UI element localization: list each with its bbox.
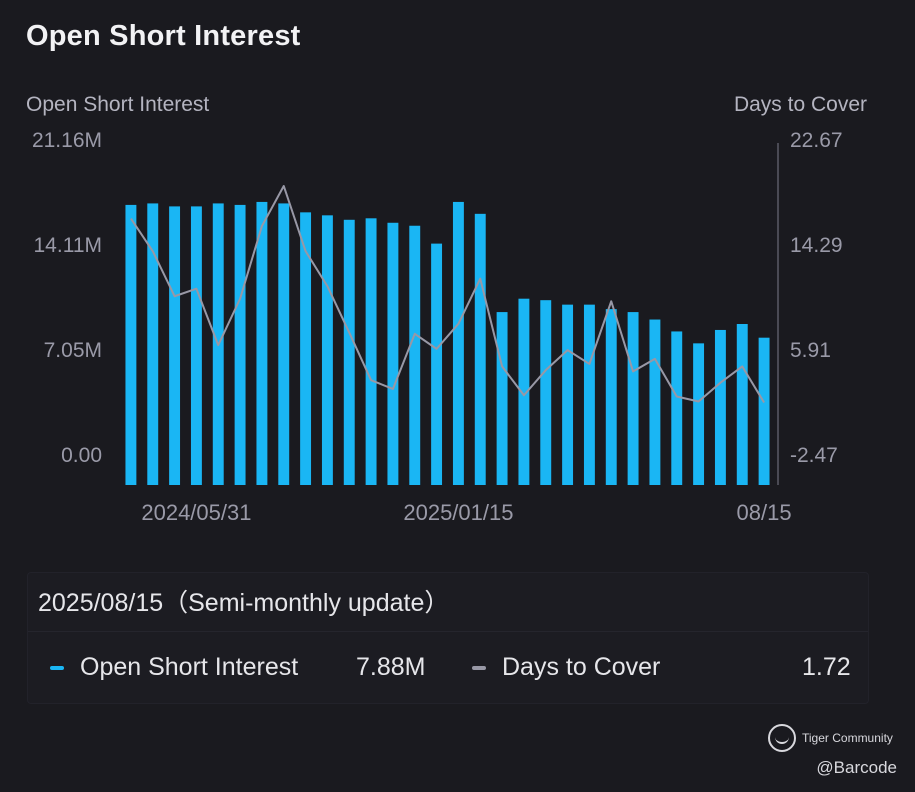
legend-swatch-open-short-interest bbox=[50, 665, 64, 670]
days-to-cover-line bbox=[130, 184, 765, 404]
bar bbox=[190, 206, 202, 485]
bar bbox=[278, 203, 290, 486]
bar bbox=[693, 343, 705, 485]
left-tick-label: 21.16M bbox=[32, 129, 102, 152]
bar bbox=[387, 222, 399, 485]
legend-days-to-cover[interactable]: Days to Cover bbox=[472, 653, 660, 682]
right-tick-label: 22.67 bbox=[790, 129, 843, 152]
bar bbox=[714, 329, 726, 485]
panel-date: 2025/08/15（Semi-monthly update） bbox=[38, 589, 450, 617]
x-tick-label: 08/15 bbox=[737, 500, 792, 525]
bar bbox=[496, 312, 508, 485]
bar bbox=[300, 212, 312, 486]
x-tick-label: 2025/01/15 bbox=[403, 500, 513, 525]
legend-value-days-to-cover: 1.72 bbox=[802, 653, 851, 681]
bar bbox=[256, 201, 268, 485]
bar bbox=[125, 204, 137, 485]
legend-label-days-to-cover: Days to Cover bbox=[502, 653, 661, 681]
bar bbox=[627, 312, 639, 485]
bar bbox=[409, 225, 421, 485]
bar bbox=[583, 304, 595, 485]
bar bbox=[671, 331, 683, 485]
bar bbox=[518, 298, 530, 485]
bar bbox=[649, 319, 661, 485]
bar bbox=[431, 243, 443, 485]
right-tick-label: -2.47 bbox=[790, 444, 838, 467]
chart-title: Open Short Interest bbox=[26, 20, 301, 52]
right-tick-label: 5.91 bbox=[790, 339, 831, 362]
bar bbox=[147, 203, 159, 486]
legend-value-open-short-interest: 7.88M bbox=[356, 653, 426, 681]
bar bbox=[736, 323, 748, 485]
bar bbox=[321, 215, 333, 485]
right-tick-label: 14.29 bbox=[790, 234, 843, 257]
x-tick-label: 2024/05/31 bbox=[141, 500, 251, 525]
legend-label-open-short-interest: Open Short Interest bbox=[80, 653, 299, 681]
bar bbox=[540, 300, 552, 485]
left-tick-label: 7.05M bbox=[44, 339, 102, 362]
left-axis-title: Open Short Interest bbox=[26, 93, 210, 116]
watermark-brand: Tiger Community bbox=[802, 731, 893, 745]
left-tick-label: 14.11M bbox=[34, 234, 103, 257]
chart-svg: 0.00 7.05M 14.11M 21.16M -2.47 5.91 14.29 22.67… bbox=[32, 129, 843, 525]
legend-swatch-days-to-cover bbox=[472, 665, 486, 670]
info-panel: 2025/08/15（Semi-monthly update） Open Sho… bbox=[27, 572, 869, 704]
bar bbox=[452, 201, 464, 485]
bar bbox=[605, 309, 617, 485]
tiger-logo-icon bbox=[768, 724, 796, 752]
bar bbox=[758, 337, 770, 485]
legend-open-short-interest[interactable]: Open Short Interest bbox=[50, 653, 298, 682]
bar bbox=[474, 213, 486, 485]
left-tick-label: 0.00 bbox=[61, 444, 102, 467]
bar bbox=[343, 219, 355, 485]
bar bbox=[365, 218, 377, 485]
bar bbox=[234, 204, 246, 485]
bar bbox=[169, 206, 181, 485]
panel-divider bbox=[28, 631, 868, 632]
right-axis-title: Days to Cover bbox=[733, 93, 867, 116]
watermark: Tiger Community bbox=[768, 724, 893, 752]
bar bbox=[562, 304, 574, 485]
watermark-handle: @Barcode bbox=[816, 758, 897, 777]
